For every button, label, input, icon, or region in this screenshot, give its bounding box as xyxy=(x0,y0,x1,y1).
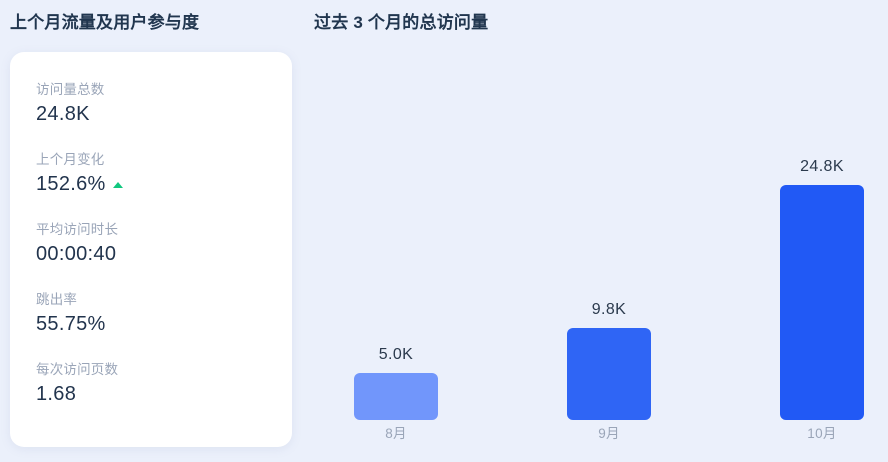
stat-label: 平均访问时长 xyxy=(36,222,119,237)
stat-label: 访问量总数 xyxy=(36,82,105,97)
bar[interactable] xyxy=(567,328,651,420)
stat-value: 55.75% xyxy=(36,313,106,335)
stat-value-wrap: 00:00:40 xyxy=(36,240,266,268)
stat-value: 1.68 xyxy=(36,383,77,405)
x-axis-tick-label: 8月 xyxy=(385,426,407,441)
bar-group: 9.8K xyxy=(567,52,651,420)
x-axis-tick-label: 9月 xyxy=(598,426,620,441)
x-axis-tick-label: 10月 xyxy=(807,426,837,441)
stat-month-over-month-change: 上个月变化 152.6% xyxy=(10,149,292,198)
stat-total-visits: 访问量总数 24.8K xyxy=(10,79,292,128)
stat-average-visit-duration: 平均访问时长 00:00:40 xyxy=(10,219,292,268)
stat-value: 00:00:40 xyxy=(36,243,117,265)
stat-label: 跳出率 xyxy=(36,292,78,307)
stat-value: 152.6% xyxy=(36,173,106,195)
bar[interactable] xyxy=(780,185,864,420)
stat-value-wrap: 1.68 xyxy=(36,380,266,408)
stat-label: 每次访问页数 xyxy=(36,362,119,377)
bar-group: 5.0K xyxy=(354,52,438,420)
trend-up-arrow-icon xyxy=(112,181,123,188)
chart-plot-area: 5.0K 9.8K 24.8K xyxy=(354,52,864,420)
stats-card: 访问量总数 24.8K 上个月变化 152.6% 平均访问时长 00:00:40 xyxy=(10,52,292,447)
chart-title: 过去 3 个月的总访问量 xyxy=(314,13,489,32)
stat-value: 24.8K xyxy=(36,103,90,125)
traffic-summary-panel: 上个月流量及用户参与度 访问量总数 24.8K 上个月变化 152.6% 平均访… xyxy=(0,0,302,462)
bar-group: 24.8K xyxy=(780,52,864,420)
bar[interactable] xyxy=(354,373,438,420)
stat-value-wrap: 24.8K xyxy=(36,100,266,128)
stat-label: 上个月变化 xyxy=(36,152,105,167)
bar-value-label: 24.8K xyxy=(800,158,844,175)
summary-panel-title: 上个月流量及用户参与度 xyxy=(10,13,200,32)
stat-bounce-rate: 跳出率 55.75% xyxy=(10,289,292,338)
bar-chart: 5.0K 9.8K 24.8K 8月 9月 10月 xyxy=(302,52,888,462)
chart-x-axis: 8月 9月 10月 xyxy=(354,420,864,462)
stat-pages-per-visit: 每次访问页数 1.68 xyxy=(10,359,292,408)
stat-value-wrap: 55.75% xyxy=(36,310,266,338)
bar-value-label: 9.8K xyxy=(591,301,627,318)
bar-value-label: 5.0K xyxy=(378,346,414,363)
visits-chart-panel: 过去 3 个月的总访问量 5.0K 9.8K 24.8K 8月 9月 10月 xyxy=(302,0,888,462)
stat-value-wrap: 152.6% xyxy=(36,170,266,198)
